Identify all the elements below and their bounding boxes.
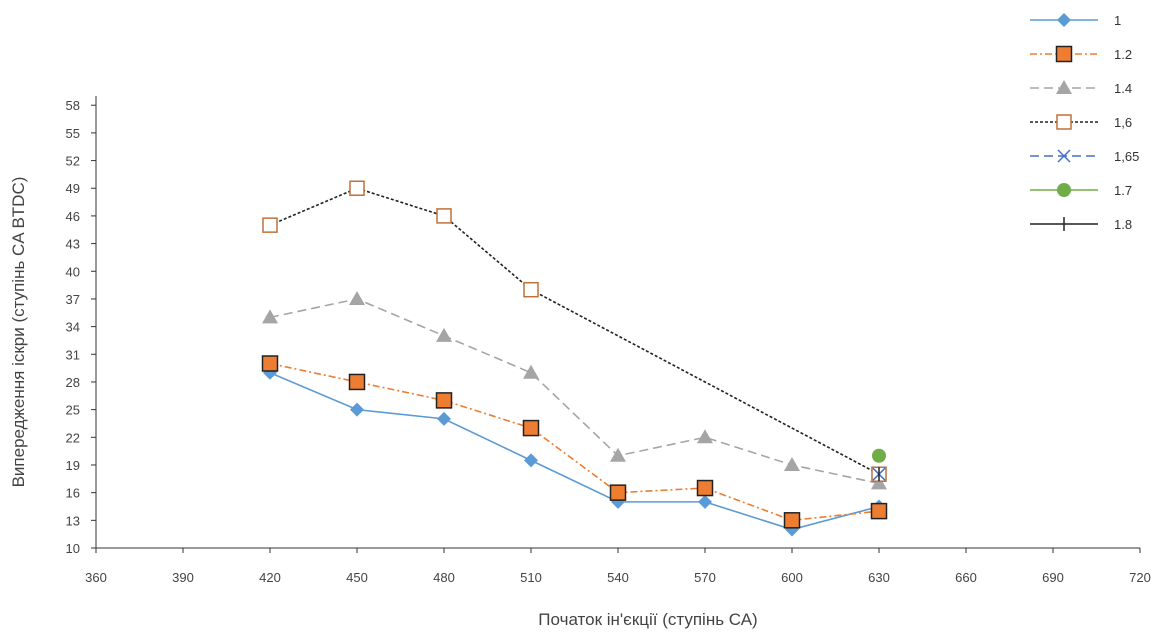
- legend-label: 1: [1114, 13, 1121, 28]
- series-4: [262, 180, 887, 482]
- legend-item: 1,65: [1030, 149, 1139, 164]
- y-tick-label: 46: [66, 209, 80, 224]
- y-tick-label: 58: [66, 98, 80, 113]
- square-marker: [1055, 45, 1073, 63]
- y-tick-label: 37: [66, 292, 80, 307]
- square-marker: [348, 373, 366, 391]
- x-tick-label: 480: [433, 570, 455, 585]
- y-tick-label: 43: [66, 237, 80, 252]
- x-tick-label: 660: [955, 570, 977, 585]
- square-marker: [609, 484, 627, 501]
- x-tick-label: 450: [346, 570, 368, 585]
- diamond-marker: [1057, 13, 1071, 27]
- x-tick-label: 420: [259, 570, 281, 585]
- x-tick-label: 570: [694, 570, 716, 585]
- axes: [95, 96, 1140, 549]
- open-square-marker: [436, 208, 452, 224]
- diamond-marker: [524, 453, 538, 468]
- legend-item: 1: [1030, 13, 1121, 28]
- y-tick-label: 31: [66, 347, 80, 362]
- legend-label: 1.7: [1114, 183, 1132, 198]
- series-layer: [261, 180, 888, 537]
- triangle-marker: [523, 364, 539, 379]
- y-axis-ticks: 10 13 16 19 22 25 28 31 34 37 40 43 46 49 52 55 58: [66, 98, 96, 556]
- triangle-marker: [436, 327, 452, 342]
- y-tick-label: 22: [66, 430, 80, 445]
- x-tick-label: 630: [868, 570, 890, 585]
- y-tick-label: 19: [66, 458, 80, 473]
- legend-item: 1.7: [1030, 183, 1132, 198]
- open-square-marker: [262, 217, 278, 233]
- series-line: [269, 371, 880, 531]
- square-marker: [696, 479, 714, 497]
- y-tick-label: 25: [66, 403, 80, 418]
- legend: 1 1.2 1.4 1,6 1,65 1.7 1.8: [1030, 13, 1139, 232]
- square-marker: [435, 392, 453, 409]
- square-marker: [261, 355, 279, 372]
- square-marker: [783, 512, 801, 529]
- legend-item: 1.8: [1030, 217, 1132, 232]
- legend-label: 1.8: [1114, 217, 1132, 232]
- y-tick-label: 52: [66, 154, 80, 169]
- series-1: [263, 365, 886, 537]
- open-square-marker: [523, 281, 539, 298]
- diamond-marker: [437, 411, 451, 426]
- square-marker: [522, 419, 540, 437]
- x-tick-label: 390: [172, 570, 194, 585]
- y-axis-title: Випередження іскри (ступінь CA BTDC): [9, 177, 28, 488]
- y-tick-label: 16: [66, 486, 80, 501]
- square-marker: [870, 502, 888, 520]
- y-tick-label: 49: [66, 181, 80, 196]
- series-2: [261, 355, 888, 529]
- x-axis-ticks: 360 390 420 450 480 510 540 570 600 630 660 690 720: [85, 548, 1151, 585]
- series-3: [262, 290, 887, 490]
- series-line: [269, 298, 880, 485]
- legend-item: 1.2: [1030, 45, 1132, 63]
- y-tick-label: 10: [66, 541, 80, 556]
- triangle-marker: [871, 475, 887, 490]
- open-square-marker: [1056, 114, 1072, 130]
- y-tick-label: 40: [66, 264, 80, 279]
- circle-marker: [1057, 183, 1071, 197]
- y-tick-label: 28: [66, 375, 80, 390]
- x-tick-label: 510: [520, 570, 542, 585]
- x-tick-label: 360: [85, 570, 107, 585]
- y-tick-label: 55: [66, 126, 80, 141]
- x-tick-label: 690: [1042, 570, 1064, 585]
- triangle-marker: [784, 456, 800, 471]
- triangle-marker: [1056, 80, 1072, 94]
- circle-marker: [872, 448, 886, 463]
- open-square-marker: [349, 180, 365, 196]
- triangle-marker: [349, 290, 365, 305]
- x-marker: [1057, 149, 1071, 163]
- series-line: [269, 362, 880, 522]
- legend-label: 1,6: [1114, 115, 1132, 130]
- legend-label: 1.2: [1114, 47, 1132, 62]
- triangle-marker: [697, 429, 713, 444]
- x-tick-label: 720: [1129, 570, 1151, 585]
- legend-label: 1.4: [1114, 81, 1132, 96]
- triangle-marker: [610, 447, 626, 462]
- diamond-marker: [350, 402, 364, 417]
- legend-item: 1.4: [1030, 80, 1132, 96]
- y-tick-label: 34: [66, 320, 80, 335]
- series-6: [872, 448, 886, 463]
- x-tick-label: 540: [607, 570, 629, 585]
- series-line: [269, 187, 880, 475]
- x-axis-title: Початок ін'єкції (ступінь СА): [538, 610, 757, 629]
- diamond-marker: [698, 494, 712, 509]
- x-tick-label: 600: [781, 570, 803, 585]
- triangle-marker: [262, 309, 278, 324]
- legend-label: 1,65: [1114, 149, 1139, 164]
- y-tick-label: 13: [66, 513, 80, 528]
- legend-item: 1,6: [1030, 114, 1132, 130]
